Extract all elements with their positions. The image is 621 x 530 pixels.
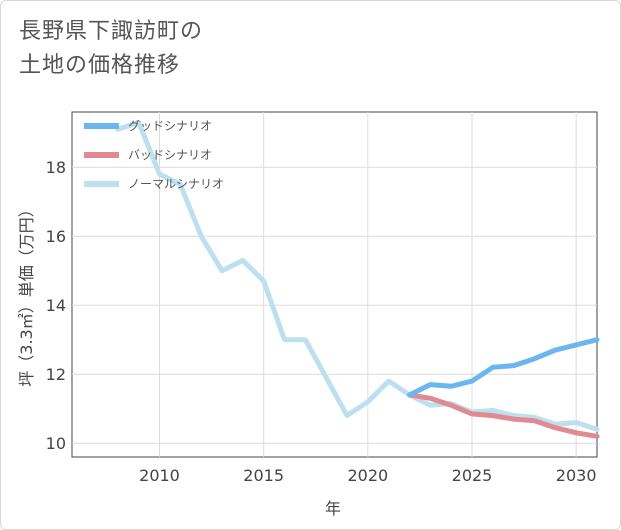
x-axis-title: 年 — [325, 499, 341, 518]
y-tick-label: 16 — [46, 227, 66, 246]
x-tick-label: 2015 — [243, 466, 284, 485]
series-line-1 — [407, 392, 600, 439]
legend-label-2: ノーマルシナリオ — [128, 177, 224, 191]
series-line-0 — [407, 337, 600, 398]
x-tick-label: 2030 — [556, 466, 597, 485]
legend-label-0: グッドシナリオ — [128, 119, 212, 133]
y-tick-label: 18 — [46, 158, 66, 177]
y-tick-label: 14 — [46, 296, 66, 315]
x-tick-label: 2020 — [347, 466, 388, 485]
tick-labels: 2010 2015 2020 2025 2030 10 12 14 16 18 — [46, 158, 597, 485]
series-lines — [115, 119, 600, 439]
y-tick-label: 12 — [46, 365, 66, 384]
chart-title: 長野県下諏訪町の 土地の価格推移 — [19, 15, 203, 83]
title-line-1: 長野県下諏訪町の — [19, 19, 204, 44]
title-line-2: 土地の価格推移 — [19, 53, 181, 78]
y-axis-title: 坪（3.3㎡）単価（万円） — [17, 201, 36, 386]
y-tick-label: 10 — [46, 434, 66, 453]
x-tick-label: 2025 — [452, 466, 493, 485]
x-tick-label: 2010 — [139, 466, 180, 485]
series-line-2 — [115, 119, 600, 432]
gridlines — [72, 112, 597, 457]
plot-area — [71, 111, 598, 458]
legend-label-1: バッドシナリオ — [128, 148, 212, 162]
